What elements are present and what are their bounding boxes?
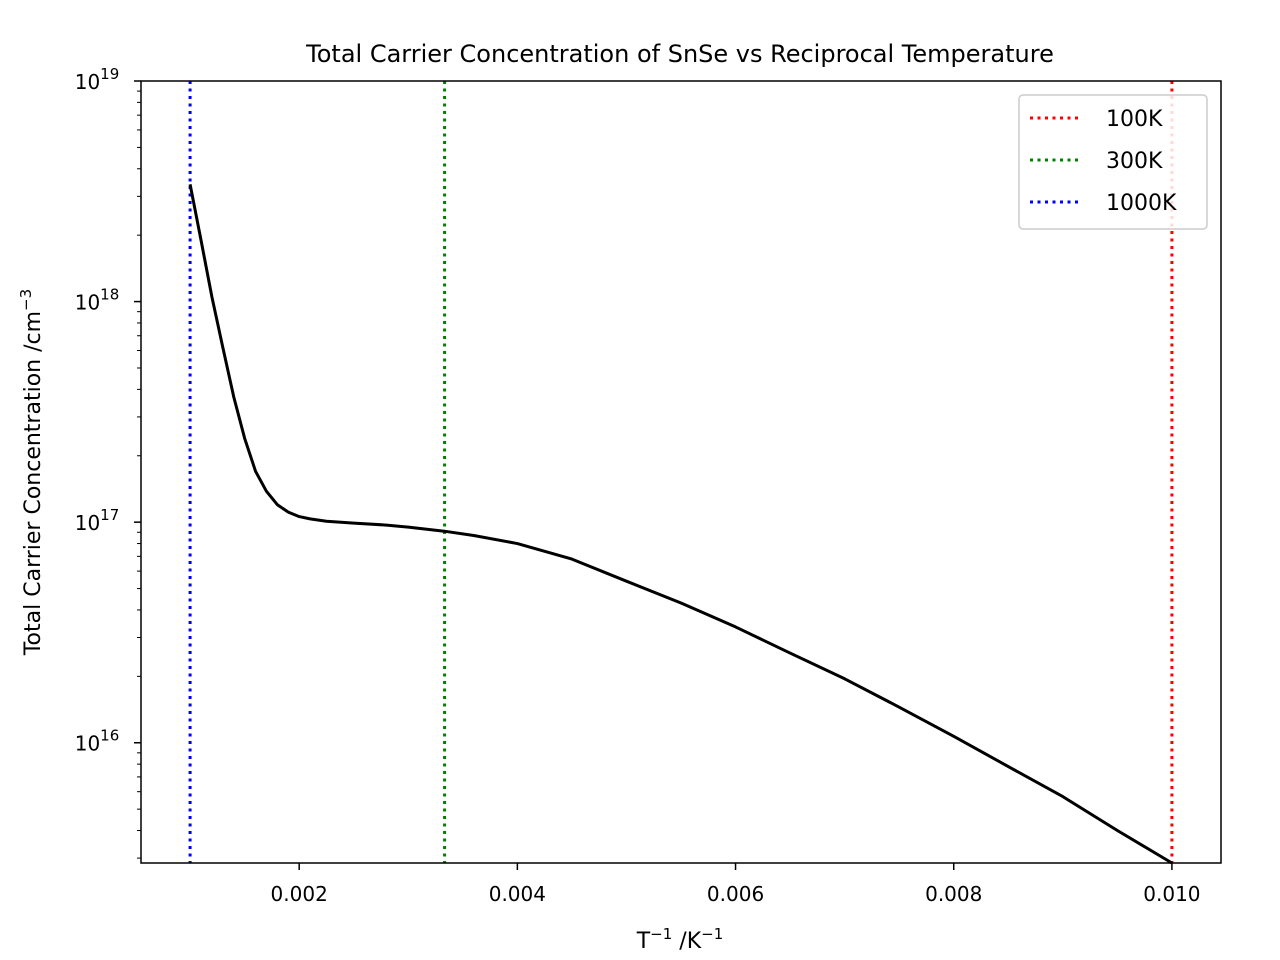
series-layer [188, 184, 1173, 865]
y-label-superscript: −3 [17, 289, 35, 311]
legend-label: 100K [1106, 107, 1163, 132]
x-label-unit-superscript: −1 [701, 925, 723, 943]
x-tick-label: 0.010 [1143, 882, 1200, 906]
y-axis-label: Total Carrier Concentration /cm−3 [17, 289, 46, 656]
x-axis-label: T−1 /K−1 [636, 925, 724, 954]
y-tick-exponent: 18 [100, 286, 119, 304]
chart-title: Total Carrier Concentration of SnSe vs R… [305, 40, 1054, 68]
legend-box [1018, 94, 1208, 230]
legend-label: 1000K [1106, 191, 1177, 216]
y-tick-exponent: 16 [100, 727, 119, 745]
y-tick-base: 10 [75, 732, 100, 756]
legend: 100K 300K 1000K [1018, 94, 1208, 230]
x-tick-label: 0.004 [489, 882, 546, 906]
y-tick-exponent: 17 [100, 506, 119, 524]
y-tick-base: 10 [75, 511, 100, 535]
legend-label: 300K [1106, 149, 1163, 174]
y-tick-base: 10 [75, 291, 100, 315]
y-tick-base: 10 [75, 70, 100, 94]
x-label-unit: /K [672, 929, 701, 954]
y-tick-label: 1016 [75, 727, 120, 756]
series-line-0 [188, 184, 1173, 865]
y-tick-label: 1018 [75, 286, 120, 315]
y-label-text: Total Carrier Concentration /cm [21, 311, 46, 656]
y-tick-label: 1017 [75, 506, 120, 535]
x-tick-label: 0.002 [271, 882, 328, 906]
x-label-base-superscript: −1 [650, 925, 672, 943]
plot-frame [140, 80, 1222, 864]
y-tick-label: 1019 [75, 65, 120, 94]
y-tick-exponent: 19 [100, 65, 119, 83]
x-label-base: T [636, 929, 651, 954]
legend-items: 100K 300K 1000K [1030, 107, 1177, 216]
x-tick-label: 0.008 [925, 882, 982, 906]
x-tick-label: 0.006 [707, 882, 764, 906]
x-axis: 0.002 0.004 0.006 0.008 0.010 [271, 863, 1201, 906]
